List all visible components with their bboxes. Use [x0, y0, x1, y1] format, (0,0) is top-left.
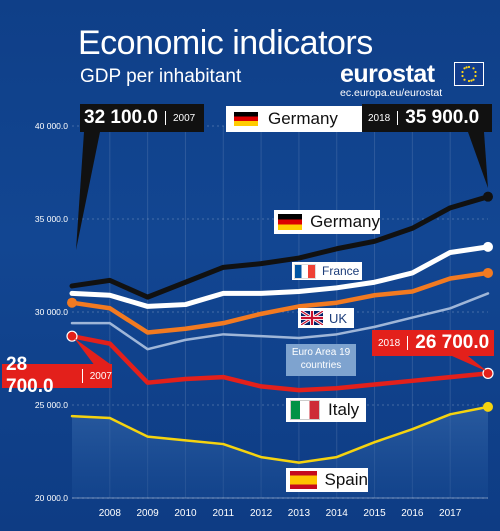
germany-2018-year: 2018 [368, 112, 391, 124]
germany-label-text: Germany [310, 212, 380, 231]
spain-area-fill [72, 406, 488, 498]
germany-2018-callout: 2018 35 900.0 [362, 104, 492, 132]
italy-2007-value: 28 700.0 [6, 354, 54, 397]
spain-series-line [70, 405, 490, 464]
x-tick-label: 2009 [137, 508, 160, 519]
y-tick-label: 20 000.0 [35, 493, 68, 503]
y-tick-label: 25 000.0 [35, 400, 68, 410]
italy-series-line [69, 333, 491, 393]
italy-2018-year: 2018 [378, 337, 401, 349]
italy-flag-icon [290, 400, 320, 420]
x-tick-label: 2012 [250, 508, 273, 519]
italy-2018-callout: 2018 26 700.0 [372, 330, 494, 356]
germany-end-point [483, 191, 493, 202]
logo-word: eurostat [340, 60, 435, 88]
france-flag-icon [294, 263, 316, 279]
callout-separator [407, 336, 409, 350]
callout-separator [397, 111, 399, 125]
germany-2007-callout: 32 100.0 2007 [80, 104, 204, 132]
callout-separator [164, 111, 166, 125]
germany-flag-icon [278, 214, 303, 230]
italy-2018-value: 26 700.0 [415, 332, 490, 353]
france-label-text: France [322, 264, 360, 278]
germany-2007-year: 2007 [172, 112, 196, 124]
uk-series-line [69, 270, 491, 335]
germany-2018-pointer [468, 132, 488, 188]
italy-2007-year: 2007 [89, 370, 112, 382]
x-tick-label: 2010 [174, 508, 197, 519]
chart-subtitle: GDP per inhabitant [80, 66, 242, 87]
eurostat-logo: eurostat ec.europa.eu/eurostat [340, 60, 484, 99]
uk-label-text: UK [329, 310, 348, 326]
spain-end-point [483, 401, 493, 412]
spain-flag-icon [290, 471, 317, 489]
uk-flag-icon [301, 311, 323, 325]
chart-title: Economic indicators [78, 24, 373, 62]
germany-series-line [69, 194, 491, 300]
spain-label-text: Spain [324, 470, 368, 489]
y-tick-label: 35 000.0 [35, 214, 68, 224]
uk-series-label: UK [298, 308, 354, 328]
germany-2018-value: 35 900.0 [405, 107, 480, 128]
spain-series-label: Spain [286, 468, 368, 492]
callout-separator [81, 369, 83, 383]
x-tick-label: 2011 [213, 508, 235, 519]
france-series-label: France [292, 262, 362, 280]
euro-area-label: Euro Area 19 countries [286, 344, 356, 376]
euro-area-19-countries-series-line [70, 292, 490, 351]
france-series-line [69, 244, 491, 309]
uk-end-point [67, 297, 77, 308]
eu-flag-icon [454, 62, 484, 86]
italy-2007-callout: 28 700.0 2007 [2, 354, 112, 397]
italy-2018-pointer [452, 356, 488, 372]
italy-end-point [66, 330, 78, 342]
germany-callout-label: Germany [268, 109, 338, 128]
france-end-point [483, 241, 493, 252]
logo-url: ec.europa.eu/eurostat [340, 87, 443, 99]
uk-end-point [483, 267, 493, 278]
x-tick-label: 2016 [401, 508, 424, 519]
x-tick-label: 2014 [326, 508, 349, 519]
x-tick-label: 2015 [363, 508, 386, 519]
x-tick-label: 2013 [288, 508, 311, 519]
germany-2007-pointer [76, 132, 100, 250]
x-tick-label: 2008 [99, 508, 122, 519]
italy-series-label: Italy [286, 398, 366, 422]
germany-flag-icon [234, 112, 258, 126]
x-tick-label: 2017 [439, 508, 462, 519]
y-tick-label: 30 000.0 [35, 307, 68, 317]
italy-label-text: Italy [328, 400, 360, 419]
y-tick-label: 40 000.0 [35, 121, 68, 131]
germany-country-box: Germany [226, 106, 372, 132]
germany-2007-value: 32 100.0 [84, 107, 158, 128]
germany-series-label: Germany [274, 210, 380, 234]
